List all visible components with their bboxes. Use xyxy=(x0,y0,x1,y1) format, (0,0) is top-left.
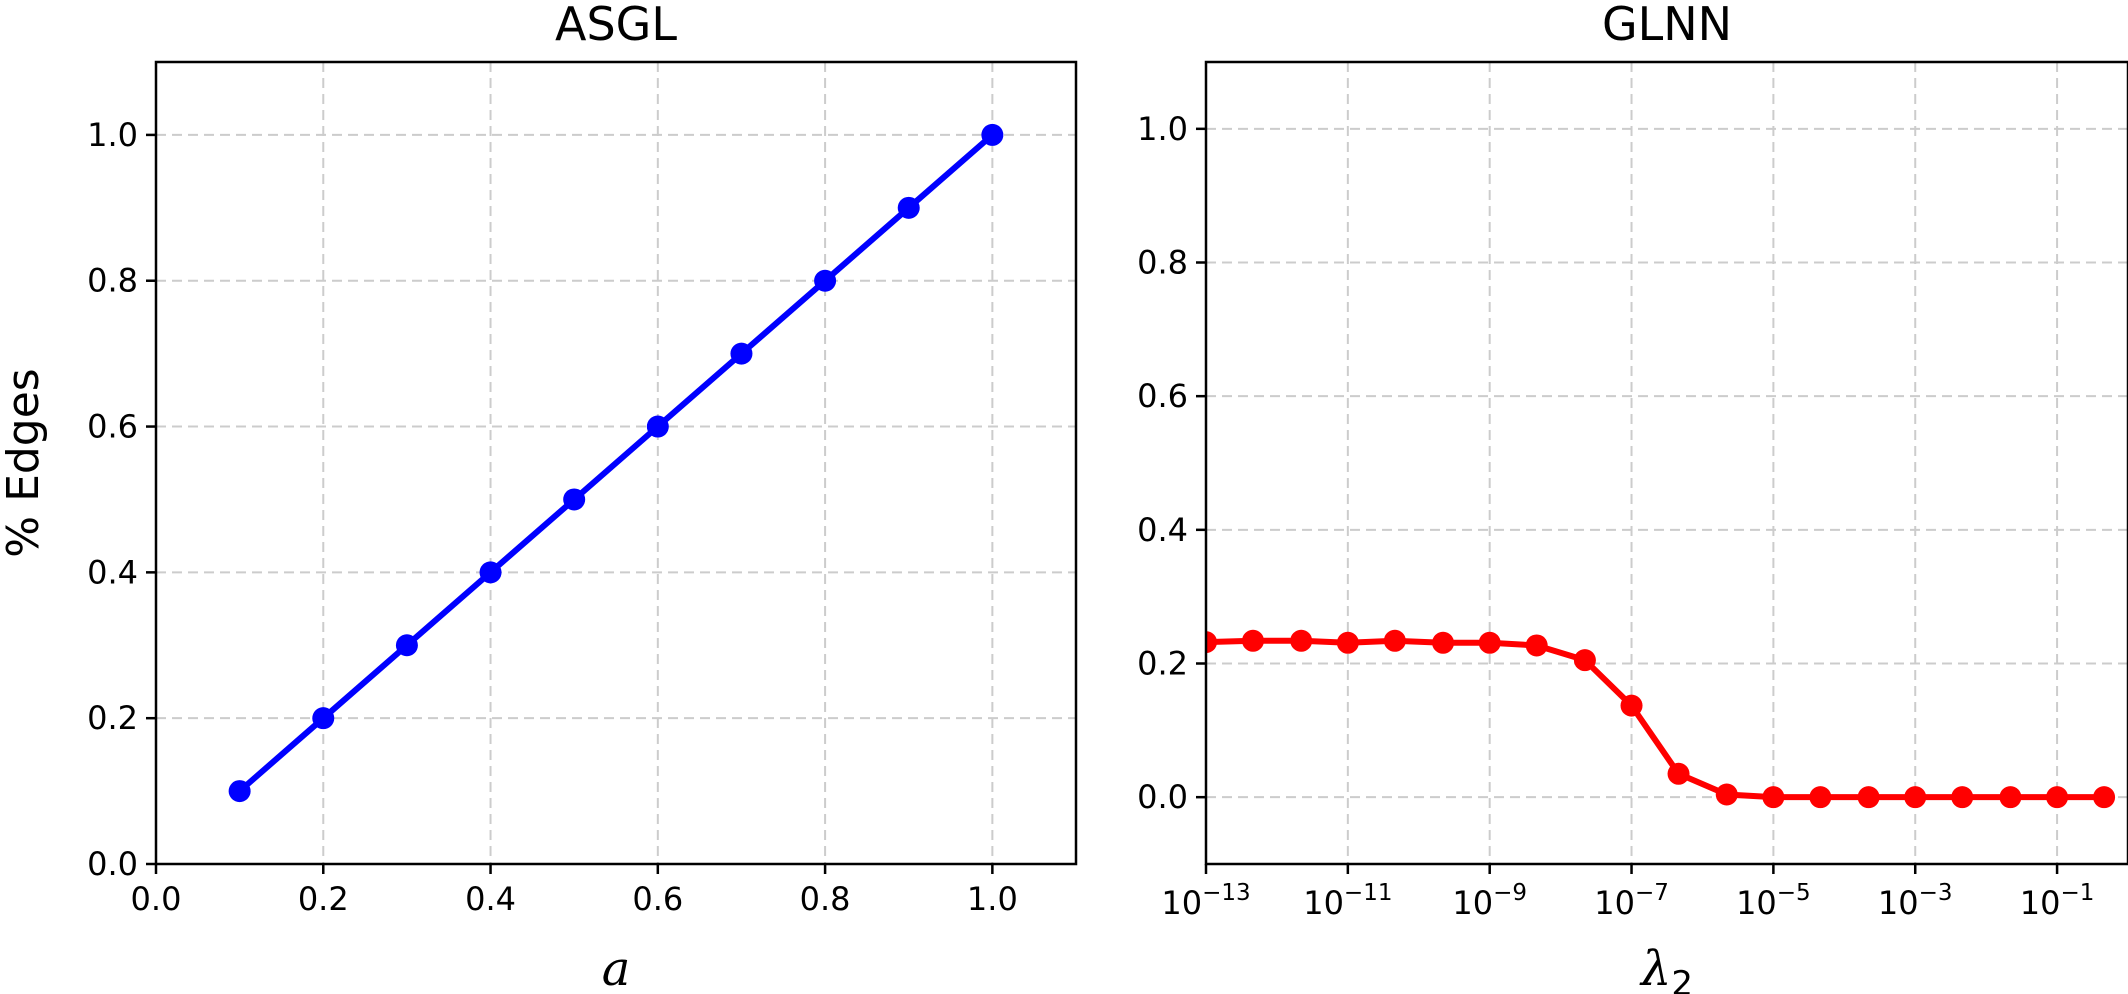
data-point xyxy=(1762,786,1785,809)
x-axis-label: λ2 xyxy=(1639,941,1693,994)
x-tick-label: 10−7 xyxy=(1594,880,1669,922)
x-tick-label: 10−9 xyxy=(1452,880,1527,922)
asgl-panel: 0.0 0.2 0.4 0.6 0.8 1.0 0.0 0.2 0.4 0.6 0.8 1.0 ASGL… xyxy=(0,0,1078,994)
x-tick-label-exponent: −3 xyxy=(1919,880,1953,906)
x-tick-label: 10−11 xyxy=(1303,880,1392,922)
x-tick-label-base: 10 xyxy=(1594,884,1635,922)
data-point xyxy=(1383,629,1406,652)
data-point xyxy=(814,269,837,292)
x-tick-label-base: 10 xyxy=(1878,884,1919,922)
data-point xyxy=(1715,783,1738,806)
x-tick-label-exponent: −5 xyxy=(1777,880,1811,906)
data-point xyxy=(1573,649,1596,672)
x-tick-label-exponent: −11 xyxy=(1344,880,1393,906)
x-tick-label: 0.8 xyxy=(800,880,851,918)
data-point xyxy=(1809,786,1832,809)
data-point xyxy=(1336,631,1359,654)
series-group xyxy=(1206,629,2116,809)
data-point xyxy=(1620,694,1643,717)
data-point xyxy=(1478,631,1501,654)
x-tick-label-exponent: −13 xyxy=(1202,880,1251,906)
y-tick-label: 0.8 xyxy=(1137,244,1188,282)
y-tick-label: 0.8 xyxy=(87,262,138,300)
x-tick-label: 10−1 xyxy=(2020,880,2095,922)
data-point xyxy=(897,196,920,219)
data-point xyxy=(228,780,251,803)
x-axis-label-text: a xyxy=(602,941,631,994)
data-point xyxy=(1206,631,1217,654)
data-point xyxy=(1242,629,1265,652)
axes-frame xyxy=(154,60,1078,866)
axes-frame xyxy=(1204,60,2128,866)
data-point xyxy=(1999,786,2022,809)
x-tick-label-base: 10 xyxy=(1303,884,1344,922)
chart-title: GLNN xyxy=(1602,0,1732,51)
y-tick-label: 1.0 xyxy=(87,116,138,154)
data-point xyxy=(1857,786,1880,809)
x-tick-label: 10−3 xyxy=(1878,880,1953,922)
x-tick-label-exponent: −1 xyxy=(2060,880,2094,906)
y-tick-label: 1.0 xyxy=(1137,110,1188,148)
data-point xyxy=(730,342,753,365)
chart-title: ASGL xyxy=(555,0,677,51)
x-axis-label: a xyxy=(602,941,631,994)
x-tick-label-base: 10 xyxy=(1736,884,1777,922)
x-tick-label: 0.6 xyxy=(632,880,683,918)
data-point xyxy=(1290,629,1313,652)
series-line xyxy=(237,132,995,794)
data-point xyxy=(479,561,502,584)
x-tick-label-exponent: −7 xyxy=(1635,880,1669,906)
y-tick-label: 0.6 xyxy=(87,408,138,446)
data-point xyxy=(2093,786,2116,809)
x-axis-label-text: λ xyxy=(1639,941,1671,994)
data-point xyxy=(2046,786,2069,809)
y-tick-label: 0.2 xyxy=(1137,645,1188,683)
x-tick-label-base: 10 xyxy=(1161,884,1202,922)
x-tick-label: 1.0 xyxy=(967,880,1018,918)
data-point xyxy=(1904,786,1927,809)
x-tick-label-base: 10 xyxy=(1452,884,1493,922)
x-tick-label: 10−13 xyxy=(1161,880,1250,922)
data-point xyxy=(563,488,586,511)
x-axis-label-subscript: 2 xyxy=(1671,964,1693,994)
glnn-panel: 10−13 10−11 10−9 10−7 10−5 10−3 10−10.00.20.40… xyxy=(1137,0,2128,994)
x-tick-label: 0.0 xyxy=(131,880,182,918)
x-tick-label: 0.4 xyxy=(465,880,516,918)
data-point xyxy=(395,634,418,657)
data-point xyxy=(312,707,335,730)
y-tick-label: 0.4 xyxy=(87,553,138,591)
data-point xyxy=(1432,631,1455,654)
data-point xyxy=(646,415,669,438)
data-point xyxy=(1667,762,1690,785)
y-tick-label: 0.6 xyxy=(1137,377,1188,415)
data-point xyxy=(1525,634,1548,657)
y-tick-label: 0.0 xyxy=(1137,778,1188,816)
x-tick-label: 0.2 xyxy=(298,880,349,918)
x-tick-label-base: 10 xyxy=(2020,884,2061,922)
series-group xyxy=(228,123,1004,803)
y-tick-label: 0.4 xyxy=(1137,511,1188,549)
data-point xyxy=(981,123,1004,146)
x-tick-label: 10−5 xyxy=(1736,880,1811,922)
data-point xyxy=(1951,786,1974,809)
y-tick-label: 0.0 xyxy=(87,845,138,883)
y-tick-label: 0.2 xyxy=(87,699,138,737)
y-axis-label: % Edges xyxy=(0,368,49,557)
x-tick-label-exponent: −9 xyxy=(1493,880,1527,906)
